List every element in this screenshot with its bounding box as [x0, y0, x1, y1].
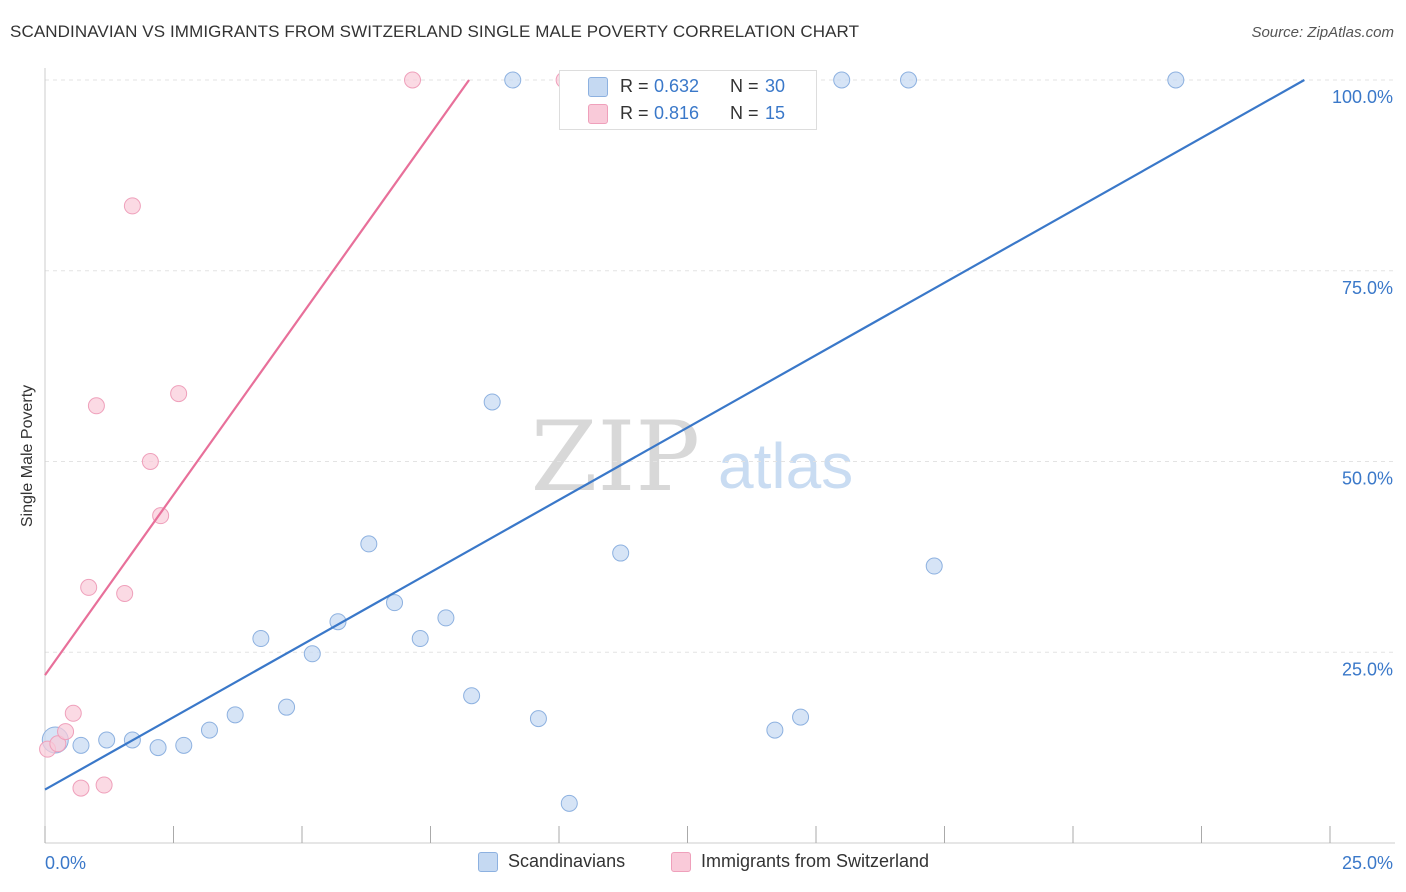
y-tick-label: 75.0% — [1342, 278, 1393, 298]
scandinavian-point — [252, 630, 270, 648]
x-tick-label: 0.0% — [45, 853, 86, 873]
watermark-zip: ZIP — [531, 401, 700, 513]
switzerland-point — [72, 779, 90, 797]
switzerland-point — [170, 385, 188, 403]
switzerland-swatch — [671, 851, 691, 872]
scandinavian-point — [833, 71, 851, 89]
n-value: 15 — [765, 103, 786, 123]
legend-item-switzerland[interactable]: Immigrants from Switzerland — [671, 851, 929, 872]
scandinavian-point — [437, 609, 455, 627]
scandinavian-point — [303, 645, 321, 663]
legend-item-scandinavians[interactable]: Scandinavians — [478, 851, 625, 872]
r-label: R = — [620, 103, 649, 123]
scandinavian-trend-line — [44, 79, 1305, 791]
scandinavian-point — [278, 698, 296, 716]
scandinavian-point — [560, 794, 578, 812]
switzerland-point — [64, 704, 82, 722]
scandinavian-point — [504, 71, 522, 89]
legend-row-switzerland: R = 0.816 N = 15 — [560, 101, 816, 127]
switzerland-trend-line — [44, 79, 470, 676]
scandinavian-point — [529, 710, 547, 728]
switzerland-point — [404, 71, 422, 89]
switzerland-point — [123, 197, 141, 215]
r-value: 0.816 — [654, 103, 700, 123]
n-label: N = — [730, 76, 759, 96]
scandinavian-point — [1167, 71, 1185, 89]
scandinavian-point — [612, 544, 630, 562]
chart-source: Source: ZipAtlas.com — [1251, 24, 1394, 41]
scandinavian-point — [925, 557, 943, 575]
chart-title: SCANDINAVIAN VS IMMIGRANTS FROM SWITZERL… — [10, 22, 860, 41]
switzerland-point — [87, 397, 105, 415]
y-tick-label: 50.0% — [1342, 469, 1393, 489]
y-tick-label: 25.0% — [1342, 659, 1393, 679]
n-label: N = — [730, 103, 759, 123]
scandinavian-point — [360, 535, 378, 553]
y-tick-label: 100.0% — [1332, 87, 1393, 107]
switzerland-point — [141, 453, 159, 470]
switzerland-point — [49, 735, 67, 753]
scandinavian-point — [200, 721, 218, 739]
scandinavian-point — [149, 739, 167, 757]
scandinavian-point — [175, 736, 193, 754]
r-value: 0.632 — [654, 76, 700, 96]
scandinavian-point — [226, 706, 244, 724]
switzerland-swatch — [588, 104, 608, 124]
switzerland-point — [80, 578, 98, 596]
scandinavian-point — [900, 71, 918, 89]
correlation-legend: R = 0.632 N = 30 R = 0.816 N = 15 — [559, 70, 817, 130]
legend-label: Immigrants from Switzerland — [701, 851, 930, 871]
scandinavian-point — [386, 594, 404, 612]
x-tick-label: 25.0% — [1342, 853, 1393, 873]
switzerland-point — [95, 776, 113, 794]
r-label: R = — [620, 76, 649, 96]
scandinavian-point — [483, 393, 501, 411]
scandinavian-point — [411, 630, 429, 648]
n-value: 30 — [765, 76, 786, 96]
switzerland-point — [116, 584, 134, 602]
scandinavians-swatch — [478, 851, 498, 872]
switzerland-point — [57, 723, 75, 741]
scandinavian-point — [792, 708, 810, 726]
scandinavians-swatch — [588, 77, 608, 97]
scandinavian-point — [463, 687, 481, 705]
legend-row-scandinavians: R = 0.632 N = 30 — [560, 74, 816, 100]
scandinavian-point — [72, 736, 90, 754]
series-legend: Scandinavians Immigrants from Switzerlan… — [0, 851, 1406, 879]
scandinavian-point — [766, 721, 784, 739]
scandinavian-point — [98, 731, 116, 749]
legend-label: Scandinavians — [508, 851, 626, 871]
watermark-atlas: atlas — [718, 430, 853, 502]
